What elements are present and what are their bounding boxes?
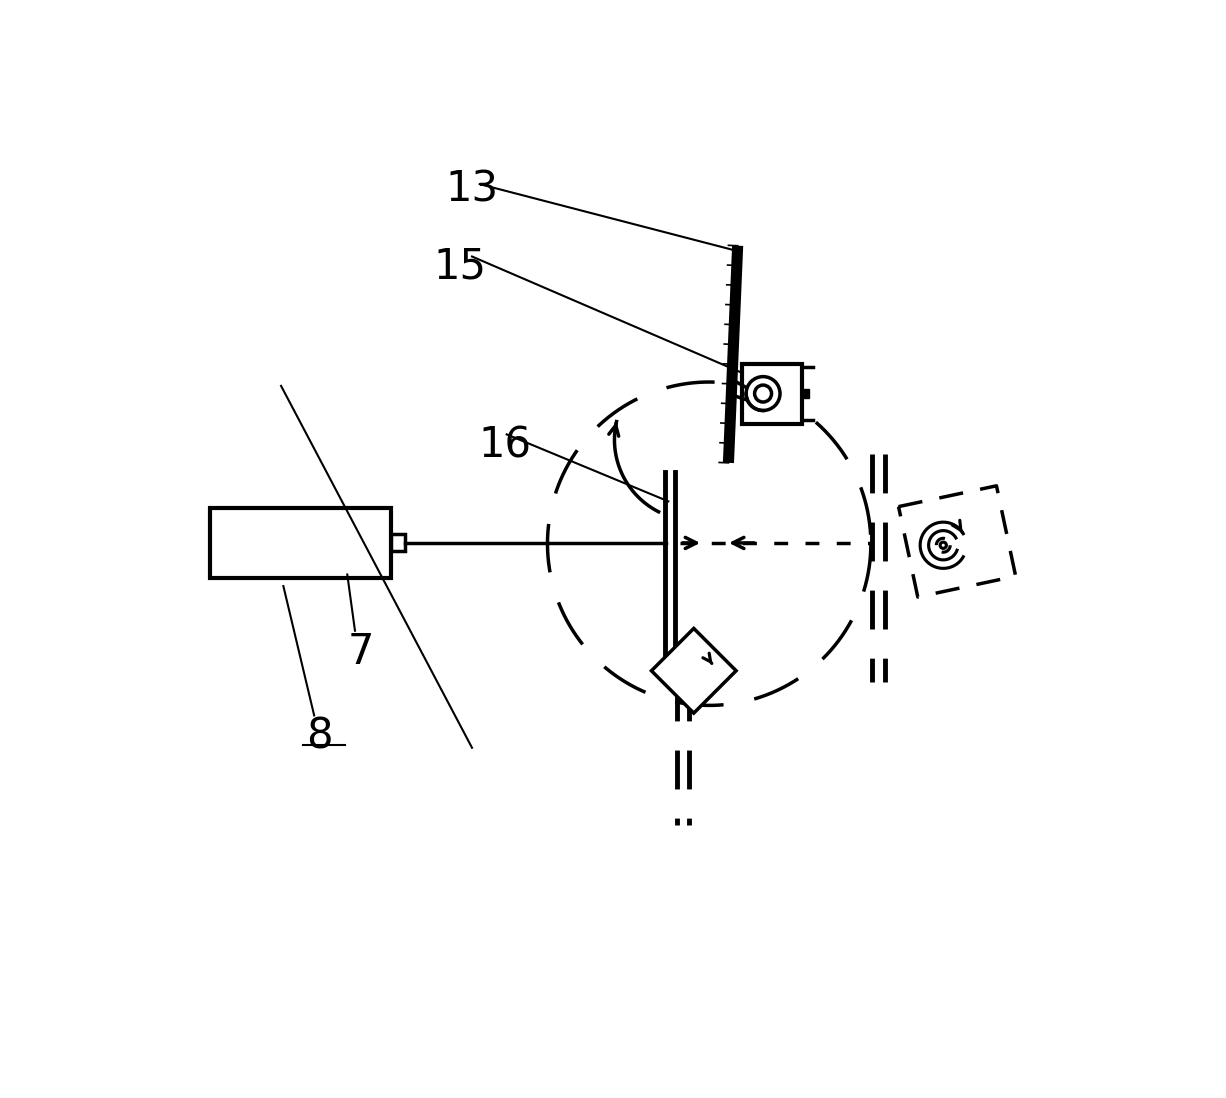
Bar bbox=[802, 389, 808, 399]
Bar bbox=[742, 363, 802, 424]
Text: 13: 13 bbox=[445, 169, 498, 211]
Text: 16: 16 bbox=[478, 424, 531, 467]
Bar bbox=[210, 507, 391, 579]
Bar bbox=[391, 535, 405, 551]
Text: 8: 8 bbox=[306, 716, 333, 758]
Text: 7: 7 bbox=[347, 630, 374, 673]
Polygon shape bbox=[651, 628, 736, 713]
Text: 15: 15 bbox=[434, 246, 487, 288]
